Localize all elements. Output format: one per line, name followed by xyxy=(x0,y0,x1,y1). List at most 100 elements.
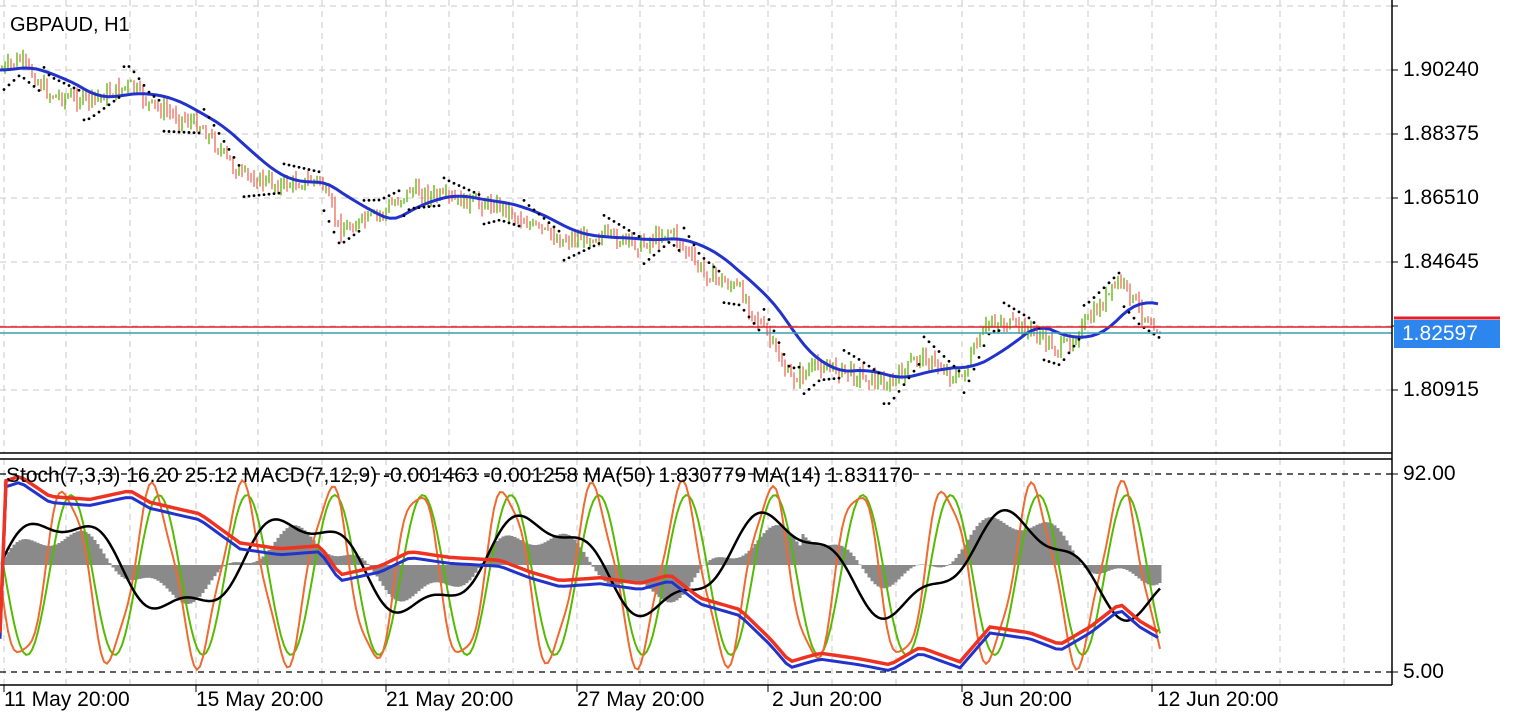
sar-dot xyxy=(167,130,171,133)
stochastic-signal-line xyxy=(1,493,1161,657)
sar-dot xyxy=(87,117,91,121)
sar-dot xyxy=(692,243,696,247)
sar-dot xyxy=(1027,316,1031,320)
sar-dot xyxy=(957,369,961,373)
sar-dot xyxy=(402,214,406,218)
sar-dot xyxy=(792,366,796,370)
time-tick: 27 May 20:00 xyxy=(577,688,705,711)
sar-dot xyxy=(1087,300,1091,304)
sar-dot xyxy=(677,248,681,252)
sar-dot xyxy=(597,242,601,245)
price-tick: 1.86510 xyxy=(1403,186,1479,209)
sar-dot xyxy=(907,376,911,380)
sar-dot xyxy=(607,217,611,220)
sar-dot xyxy=(347,237,351,240)
sar-dot xyxy=(217,132,221,135)
sar-dot xyxy=(772,329,776,333)
sar-dot xyxy=(927,340,931,344)
sar-dot xyxy=(512,223,516,226)
sar-dot xyxy=(367,198,371,202)
sar-dot xyxy=(267,192,271,196)
sar-dot xyxy=(867,364,871,368)
sar-dot xyxy=(882,402,886,405)
sar-dot xyxy=(972,367,976,371)
main-grid xyxy=(0,0,1392,453)
sar-dot xyxy=(937,350,941,353)
sar-dot xyxy=(857,358,861,361)
sar-dot xyxy=(47,73,51,77)
sar-dot xyxy=(752,322,756,325)
sar-dot xyxy=(492,220,496,223)
sar-dot xyxy=(602,214,606,217)
sar-dot xyxy=(97,110,101,114)
sar-dot xyxy=(902,383,906,386)
sar-dot xyxy=(252,194,256,198)
sar-dot xyxy=(737,303,741,307)
sar-dot xyxy=(437,204,441,208)
sar-dot xyxy=(912,369,916,373)
sar-dot xyxy=(537,212,541,216)
sar-dot xyxy=(1122,305,1126,308)
sar-dot xyxy=(952,364,956,368)
sar-dot xyxy=(777,341,781,345)
sar-dot xyxy=(1132,316,1136,320)
sar-dot xyxy=(52,77,56,80)
sar-dot xyxy=(382,196,386,200)
sar-dot xyxy=(717,269,721,273)
sar-dot xyxy=(637,235,641,238)
sar-dot xyxy=(917,362,921,366)
sar-dot xyxy=(202,108,206,111)
sar-dot xyxy=(1147,329,1151,333)
sar-dot xyxy=(672,244,676,247)
sar-dot xyxy=(372,198,376,202)
sar-dot xyxy=(122,65,126,69)
sar-dot xyxy=(547,221,551,225)
sar-dot xyxy=(452,181,456,185)
sar-dot xyxy=(467,188,471,192)
macd-signal-line xyxy=(0,508,1161,622)
time-tick: 11 May 20:00 xyxy=(4,688,130,711)
sar-dot xyxy=(887,402,891,405)
sar-dot xyxy=(622,226,626,229)
sar-dot xyxy=(507,221,511,225)
sar-dot xyxy=(147,90,151,94)
sar-dot xyxy=(17,74,21,78)
sar-dot xyxy=(222,140,226,143)
sar-dot xyxy=(37,89,41,92)
sar-dot xyxy=(1062,358,1066,361)
sar-dot xyxy=(432,204,436,208)
sar-dot xyxy=(892,396,896,400)
sar-dot xyxy=(787,364,791,368)
moving-average-line xyxy=(0,66,1159,379)
sar-dot xyxy=(612,220,616,223)
sar-dot xyxy=(332,230,336,234)
time-tick: 12 Jun 20:00 xyxy=(1157,688,1279,711)
sar-dot xyxy=(682,226,686,230)
sar-dot xyxy=(237,164,241,167)
sar-dot xyxy=(282,162,286,166)
sar-dot xyxy=(32,85,36,88)
sar-dot xyxy=(1082,304,1086,307)
sar-dot xyxy=(12,79,16,82)
sar-dot xyxy=(1002,301,1006,305)
sar-dot xyxy=(427,205,431,209)
sar-dot xyxy=(757,328,761,332)
sar-dot xyxy=(802,392,806,395)
sar-dot xyxy=(812,383,816,387)
sar-dot xyxy=(1012,307,1016,311)
sar-dot xyxy=(477,193,481,196)
symbol-title: GBPAUD, H1 xyxy=(10,14,130,36)
sar-dot xyxy=(352,233,356,237)
sar-dot xyxy=(277,191,281,195)
sar-dot xyxy=(697,251,701,255)
sar-dot xyxy=(67,84,71,87)
sar-dot xyxy=(572,253,576,257)
sar-dot xyxy=(187,131,191,134)
sar-dot xyxy=(662,245,666,249)
sar-dot xyxy=(797,365,801,369)
sar-dot xyxy=(932,345,936,349)
sar-dot xyxy=(227,148,231,151)
sar-dot xyxy=(2,88,6,91)
